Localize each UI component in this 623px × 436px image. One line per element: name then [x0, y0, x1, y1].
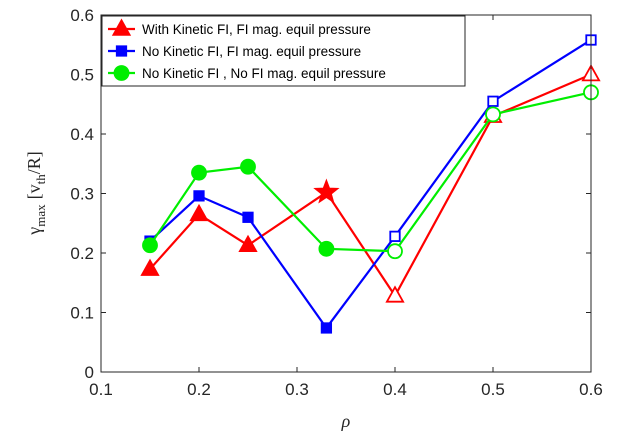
y-label-symbol: γ — [24, 227, 44, 236]
y-tick-label: 0.3 — [70, 185, 94, 204]
y-axis-label: γmax [vth/R] — [24, 151, 48, 236]
legend-marker — [111, 18, 132, 36]
data-point — [320, 322, 333, 334]
data-point — [385, 285, 405, 303]
legend-entry: No Kinetic FI, FI mag. equil pressure — [108, 44, 361, 59]
legend-entries: With Kinetic FI, FI mag. equil pressure N… — [108, 18, 386, 81]
data-point — [142, 237, 158, 254]
data-point — [189, 203, 209, 222]
data-point — [240, 158, 256, 175]
x-tick-label: 0.4 — [383, 380, 407, 399]
legend-box — [101, 15, 466, 87]
legend-marker — [115, 45, 128, 57]
y-label-sub-max: max — [33, 204, 48, 227]
legend-label: No Kinetic FI, FI mag. equil pressure — [142, 44, 361, 59]
plot-frame — [100, 14, 592, 373]
legend: With Kinetic FI, FI mag. equil pressure N… — [101, 15, 466, 87]
y-tick-label: 0.6 — [70, 6, 94, 25]
y-label-bracket: [v — [24, 184, 44, 199]
legend-label: With Kinetic FI, FI mag. equil pressure — [142, 22, 371, 37]
x-tick-label: 0.1 — [89, 380, 113, 399]
data-point — [318, 240, 335, 257]
y-tick-label: 0 — [85, 363, 94, 382]
y-tick-label: 0.1 — [70, 304, 94, 323]
y-tick-label: 0.2 — [70, 244, 94, 263]
x-tick-label: 0.5 — [481, 380, 505, 399]
x-tick-label: 0.3 — [285, 380, 309, 399]
axis-ticks: 0.1 0.2 0.3 0.4 0.5 0.600.10.20.30.40.50.6 — [70, 6, 602, 399]
data-point — [313, 178, 340, 204]
data-point — [389, 230, 401, 242]
data-point — [242, 211, 254, 223]
data-point — [485, 106, 501, 123]
legend-entry: With Kinetic FI, FI mag. equil pressure — [108, 18, 371, 37]
data-point — [387, 243, 403, 260]
x-tick-label: 0.2 — [187, 380, 211, 399]
legend-label: No Kinetic FI , No FI mag. equil pressur… — [142, 66, 386, 81]
x-tick-label: 0.6 — [579, 380, 603, 399]
data-point — [140, 258, 160, 276]
data-point — [193, 190, 205, 202]
data-point — [191, 164, 207, 181]
y-tick-label: 0.4 — [70, 125, 94, 144]
y-tick-label: 0.5 — [70, 66, 94, 85]
x-axis-label: ρ — [341, 411, 351, 431]
y-label-tail: /R] — [24, 151, 44, 174]
legend-marker — [113, 65, 130, 81]
y-label-sub-th: th — [33, 174, 48, 185]
data-point — [238, 234, 258, 253]
data-point — [487, 95, 499, 107]
series-layer — [140, 34, 601, 334]
legend-entry: No Kinetic FI , No FI mag. equil pressur… — [108, 65, 386, 81]
